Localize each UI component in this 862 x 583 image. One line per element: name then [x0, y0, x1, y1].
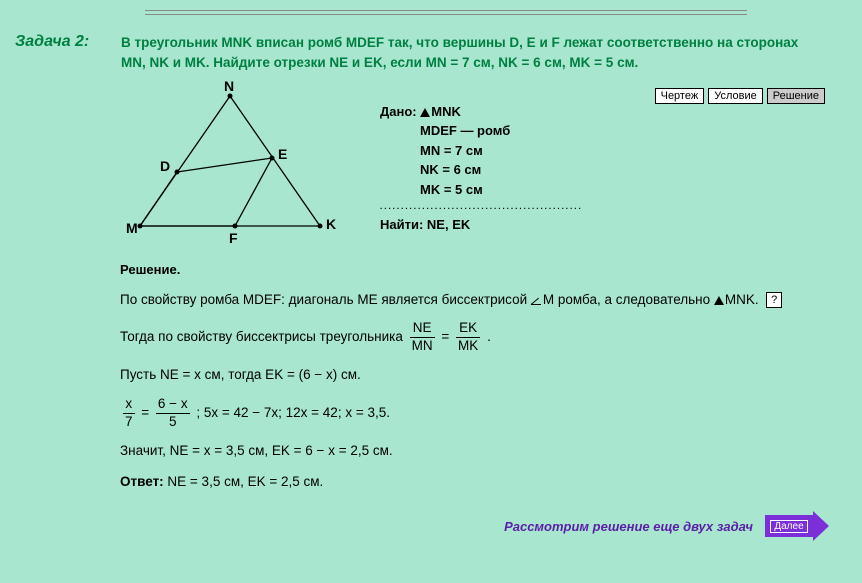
given-l4: NK = 6 см [420, 160, 583, 180]
separator-dots: ........................................… [380, 201, 583, 213]
next-button[interactable]: Далее [765, 511, 829, 541]
solution-button[interactable]: Решение [767, 88, 825, 104]
solution-title: Решение. [120, 262, 830, 277]
given-find: Найти: NE, EK [380, 215, 583, 235]
top-divider [145, 10, 747, 15]
vertex-label-f: F [229, 230, 238, 246]
solution-p4: x7 = 6 − x5 ; 5x = 42 − 7x; 12x = 42; x … [120, 397, 830, 430]
given-l1: MNK [431, 104, 461, 119]
tab-buttons: Чертеж Условие Решение [655, 88, 825, 104]
arrow-right-icon [813, 511, 829, 541]
fraction: EKMK [456, 321, 480, 354]
triangle-icon [420, 108, 430, 117]
task-text: В треугольник MNK вписан ромб MDEF так, … [121, 33, 821, 74]
vertex-label-n: N [224, 78, 234, 94]
given-block: Дано: MNK MDEF — ромб MN = 7 см NK = 6 с… [380, 86, 583, 246]
task-label: Задача 2: [15, 33, 107, 51]
footer-text: Рассмотрим решение еще двух задач [504, 519, 753, 534]
solution-answer: Ответ: NE = 3,5 см, EK = 2,5 см. [120, 473, 830, 492]
given-l3: MN = 7 см [420, 141, 583, 161]
drawing-button[interactable]: Чертеж [655, 88, 705, 104]
triangle-icon [714, 296, 724, 305]
vertex-label-m: M [126, 220, 138, 236]
fraction: x7 [123, 397, 135, 430]
solution-p3: Пусть NE = x см, тогда EK = (6 − x) см. [120, 366, 830, 385]
vertex-label-e: E [278, 146, 287, 162]
vertex-label-k: K [326, 216, 336, 232]
next-label: Далее [770, 520, 807, 533]
given-l2: MDEF — ромб [420, 121, 583, 141]
given-title: Дано: [380, 104, 417, 119]
fraction: NEMN [410, 321, 435, 354]
given-l5: MK = 5 см [420, 180, 583, 200]
angle-icon [531, 295, 541, 305]
geometry-figure: N D E M F K [120, 86, 350, 246]
solution-p1: По свойству ромба MDEF: диагональ ME явл… [120, 291, 830, 310]
condition-button[interactable]: Условие [708, 88, 763, 104]
fraction: 6 − x5 [156, 397, 190, 430]
help-button[interactable]: ? [766, 292, 782, 308]
solution-p2: Тогда по свойству биссектрисы треугольни… [120, 321, 830, 354]
solution-p5: Значит, NE = x = 3,5 см, EK = 6 − x = 2,… [120, 442, 830, 461]
vertex-label-d: D [160, 158, 170, 174]
